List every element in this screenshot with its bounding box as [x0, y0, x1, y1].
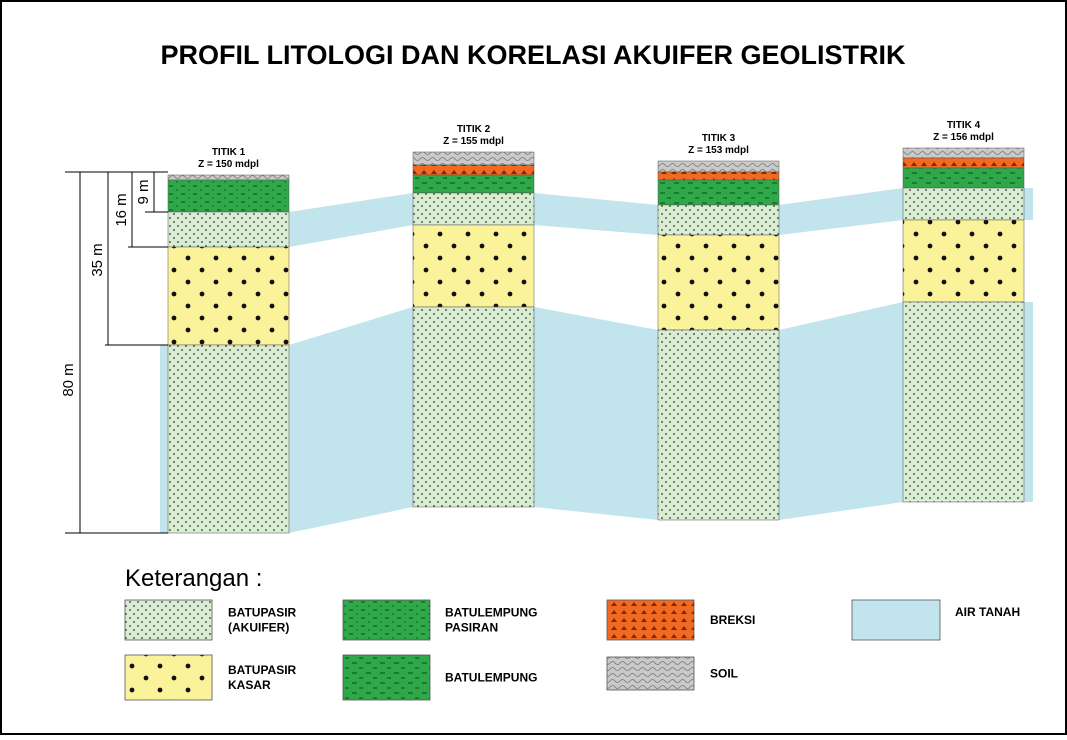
point-name: TITIK 2 [457, 124, 491, 135]
layer-fine [168, 345, 289, 533]
point-name: TITIK 4 [947, 120, 981, 131]
point-name: TITIK 1 [212, 147, 246, 158]
layer-soil [903, 148, 1024, 158]
legend-label: BATUPASIR [228, 606, 297, 620]
layer-coarse [658, 235, 779, 330]
diagram: PROFIL LITOLOGI DAN KORELASI AKUIFER GEO… [0, 0, 1067, 735]
point-elevation: Z = 150 mdpl [198, 159, 259, 170]
legend-swatch [125, 600, 212, 640]
depth-label: 35 m [89, 243, 106, 276]
legend-swatch [607, 657, 694, 690]
layer-clay-sand [168, 180, 289, 212]
legend-label: BATULEMPUNG [445, 671, 537, 685]
point-elevation: Z = 155 mdpl [443, 136, 504, 147]
layer-coarse [168, 247, 289, 345]
layer-fine [903, 302, 1024, 502]
layer-fine [413, 307, 534, 507]
legend-label: SOIL [710, 667, 738, 681]
layer-soil [658, 161, 779, 172]
legend-label: KASAR [228, 678, 271, 692]
layer-clay [903, 168, 1024, 188]
layer-fine [903, 188, 1024, 220]
depth-label: 16 m [113, 193, 130, 226]
layer-breksi [413, 165, 534, 175]
legend-label: BATUPASIR [228, 663, 297, 677]
depth-label: 80 m [60, 363, 77, 396]
legend-label: PASIRAN [445, 621, 498, 635]
layer-coarse [413, 225, 534, 307]
layer-fine [413, 193, 534, 225]
legend-swatch [852, 600, 940, 640]
layer-fine [658, 205, 779, 235]
layer-clay [413, 175, 534, 193]
layer-breksi [903, 158, 1024, 168]
layer-soil [413, 152, 534, 165]
layer-clay [658, 180, 779, 205]
legend-swatch [343, 600, 430, 640]
layer-fine [168, 212, 289, 247]
layer-breksi [658, 172, 779, 180]
legend-title: Keterangan : [125, 565, 262, 592]
legend-label: (AKUIFER) [228, 621, 289, 635]
layer-coarse [903, 220, 1024, 302]
legend-label: BREKSI [710, 613, 755, 627]
legend-swatch [607, 600, 694, 640]
legend-label: AIR TANAH [955, 605, 1020, 619]
depth-label: 9 m [135, 179, 152, 204]
legend-swatch [125, 655, 212, 700]
point-elevation: Z = 156 mdpl [933, 132, 994, 143]
point-elevation: Z = 153 mdpl [688, 145, 749, 156]
title: PROFIL LITOLOGI DAN KORELASI AKUIFER GEO… [160, 40, 906, 70]
legend-label: BATULEMPUNG [445, 606, 537, 620]
point-name: TITIK 3 [702, 133, 736, 144]
layer-soil [168, 175, 289, 180]
legend-swatch [343, 655, 430, 700]
layer-fine [658, 330, 779, 520]
